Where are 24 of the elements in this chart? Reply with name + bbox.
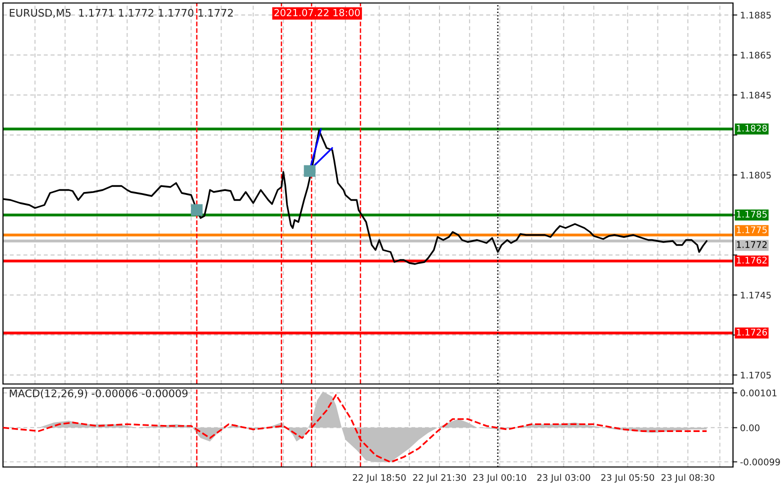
y-tick-label: 1.1865 — [740, 52, 771, 59]
x-tick-label: 23 Jul 08:30 — [661, 474, 714, 483]
y-tick-label: -0.00099 — [740, 458, 780, 466]
chart-title: EURUSD,M5 1.1771 1.1772 1.1770 1.1772 — [10, 8, 233, 18]
x-tick-label: 23 Jul 05:50 — [601, 474, 654, 483]
ref-line-label: 1.1775 — [736, 226, 767, 234]
x-tick-label: 22 Jul 18:50 — [352, 474, 406, 483]
y-tick-label: 1.1805 — [740, 172, 771, 179]
ref-line-label: 1.1726 — [736, 328, 767, 336]
ref-line-label: 1.1772 — [736, 241, 767, 248]
y-tick-label: 1.1705 — [740, 372, 771, 379]
chart-title: MACD(12,26,9) -0.00006 -0.00009 — [10, 389, 188, 398]
y-tick-label: 1.1745 — [740, 292, 771, 299]
x-tick-label: 23 Jul 03:00 — [537, 474, 590, 483]
y-tick-label: 0.00101 — [740, 390, 776, 396]
x-tick-label: 23 Jul 00:10 — [473, 474, 526, 483]
ref-line-label: 1.1828 — [736, 124, 767, 132]
ref-line-label: 2021.07.22 18:00 — [274, 8, 360, 16]
x-tick-label: 22 Jul 21:30 — [413, 474, 466, 483]
y-tick-label: 1.1845 — [740, 92, 771, 99]
ref-line-label: 1.1785 — [736, 210, 767, 218]
ref-line-label: 1.1762 — [736, 256, 767, 264]
y-tick-label: 1.1885 — [740, 12, 771, 19]
y-tick-label: 0.00 — [740, 424, 760, 432]
